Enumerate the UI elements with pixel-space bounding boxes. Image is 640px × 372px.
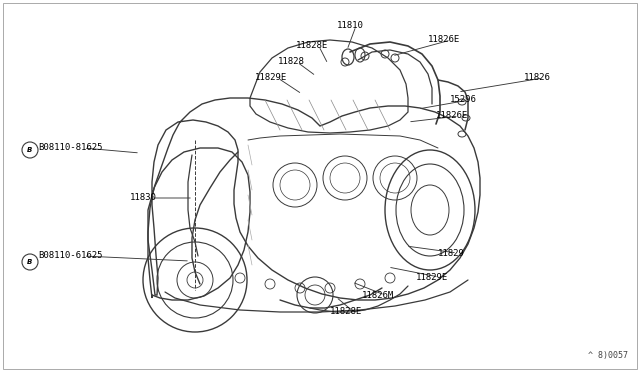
Text: 11826: 11826 — [524, 74, 551, 83]
Text: ^ 8)0057: ^ 8)0057 — [588, 351, 628, 360]
Text: 11828E: 11828E — [296, 42, 328, 51]
Text: 11826E: 11826E — [436, 112, 468, 121]
Text: B08110-61625: B08110-61625 — [38, 251, 102, 260]
Text: B08110-81625: B08110-81625 — [38, 144, 102, 153]
Text: B: B — [28, 259, 33, 265]
Text: 11828E: 11828E — [330, 307, 362, 315]
Text: B: B — [28, 147, 33, 153]
Text: 11826M: 11826M — [362, 291, 394, 299]
Text: 11828: 11828 — [278, 58, 305, 67]
Text: 11829E: 11829E — [255, 74, 287, 83]
Text: 11826E: 11826E — [428, 35, 460, 45]
Text: 11830: 11830 — [130, 193, 157, 202]
Text: 11829: 11829 — [438, 248, 465, 257]
Text: 11829E: 11829E — [416, 273, 448, 282]
Text: 11810: 11810 — [337, 22, 364, 31]
Text: 15296: 15296 — [450, 96, 477, 105]
